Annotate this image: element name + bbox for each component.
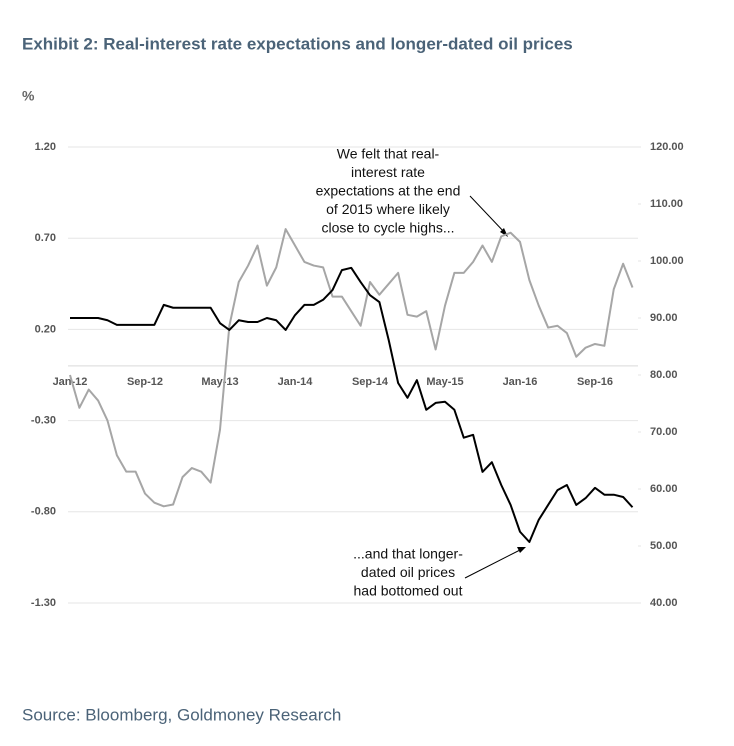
annotation: We felt that real- bbox=[337, 146, 440, 162]
y-tick-label: -1.30 bbox=[31, 597, 56, 609]
annotation: interest rate bbox=[351, 164, 425, 180]
chart-title: Exhibit 2: Real-interest rate expectatio… bbox=[22, 34, 573, 53]
annotation: had bottomed out bbox=[354, 583, 463, 599]
y-axis-label: % bbox=[22, 88, 35, 104]
x-tick-label: Jan-16 bbox=[503, 376, 538, 388]
annotation-arrow bbox=[469, 195, 507, 235]
annotation-arrow bbox=[464, 548, 523, 579]
y2-tick-label: 90.00 bbox=[650, 312, 678, 324]
x-tick-label: May-13 bbox=[201, 376, 238, 388]
y2-tick-label: 40.00 bbox=[650, 597, 678, 609]
y2-tick-label: 50.00 bbox=[650, 540, 678, 552]
annotation: expectations at the end bbox=[316, 183, 461, 199]
annotation: ...and that longer- bbox=[353, 546, 463, 562]
x-tick-label: Sep-12 bbox=[127, 376, 163, 388]
y2-tick-label: 110.00 bbox=[650, 198, 683, 210]
y-tick-label: -0.30 bbox=[31, 415, 56, 427]
y2-tick-label: 100.00 bbox=[650, 255, 684, 267]
x-tick-label: Jan-12 bbox=[53, 376, 88, 388]
x-tick-label: Jan-14 bbox=[278, 376, 314, 388]
arrow-head bbox=[517, 547, 526, 553]
annotation: close to cycle highs... bbox=[321, 220, 454, 236]
y2-tick-label: 80.00 bbox=[650, 369, 678, 381]
x-tick-label: Sep-14 bbox=[352, 376, 389, 388]
annotation: dated oil prices bbox=[361, 564, 455, 580]
y-tick-label: 1.20 bbox=[35, 141, 56, 153]
series-line bbox=[69, 228, 634, 508]
y2-tick-label: 60.00 bbox=[650, 483, 678, 495]
y-tick-label: 0.20 bbox=[35, 323, 56, 335]
source: Source: Bloomberg, Goldmoney Research bbox=[22, 705, 341, 724]
y2-tick-label: 120.00 bbox=[650, 141, 684, 153]
y-tick-label: -0.80 bbox=[31, 506, 56, 518]
y2-tick-label: 70.00 bbox=[650, 426, 678, 438]
series-line bbox=[70, 266, 634, 544]
annotation: of 2015 where likely bbox=[326, 201, 450, 217]
y-tick-label: 0.70 bbox=[35, 232, 56, 244]
x-tick-label: Sep-16 bbox=[577, 376, 613, 388]
x-tick-label: May-15 bbox=[426, 376, 463, 388]
